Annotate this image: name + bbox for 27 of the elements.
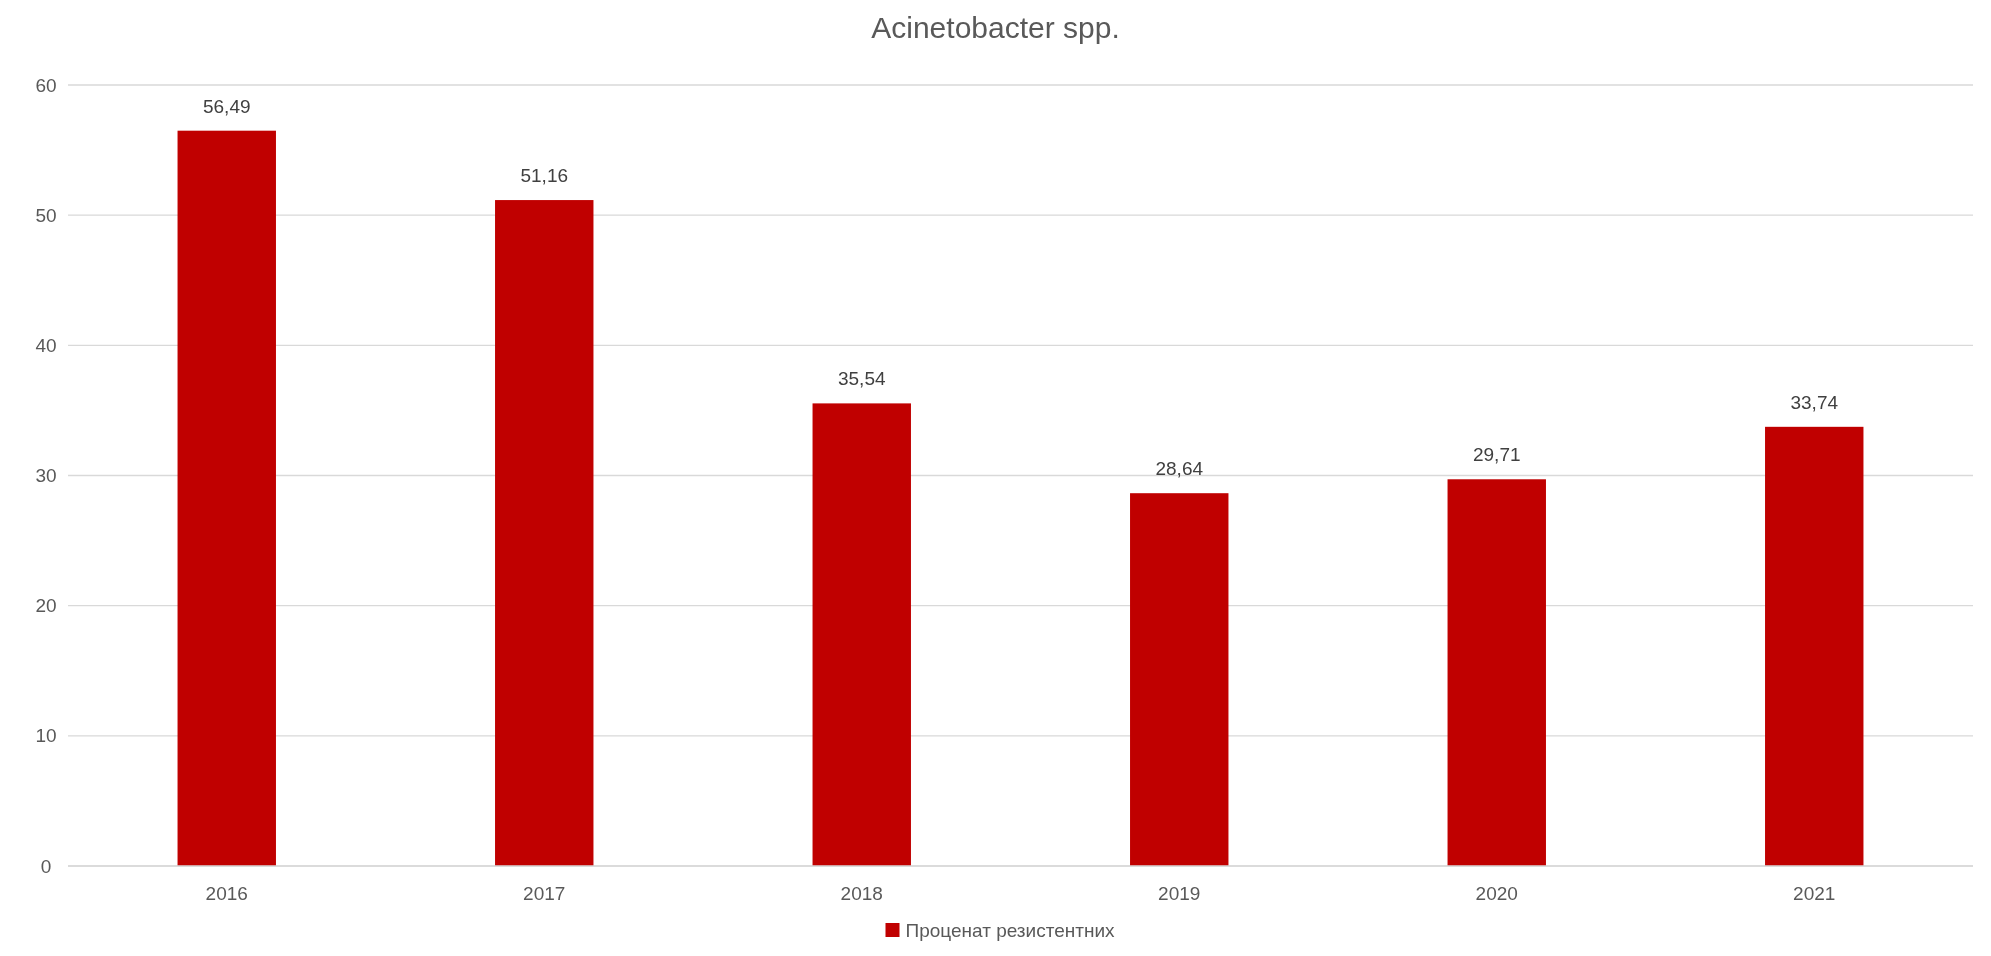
data-label: 28,64 bbox=[1155, 458, 1204, 480]
data-label: 51,16 bbox=[520, 165, 569, 187]
bar bbox=[812, 403, 911, 866]
legend-label: Проценат резистентних bbox=[905, 919, 1116, 941]
bar bbox=[1765, 426, 1864, 866]
x-tick-label: 2021 bbox=[1793, 883, 1836, 904]
bar bbox=[495, 200, 594, 866]
x-tick-label: 2018 bbox=[840, 883, 883, 904]
data-label: 33,74 bbox=[1790, 391, 1839, 413]
y-tick-label: 0 bbox=[40, 855, 52, 877]
chart-title: Acinetobacter spp. bbox=[871, 11, 1120, 44]
y-tick-label: 20 bbox=[35, 595, 57, 617]
data-label: 35,54 bbox=[837, 368, 886, 390]
y-tick-label: 40 bbox=[35, 334, 57, 356]
data-label: 29,71 bbox=[1472, 444, 1521, 466]
x-tick-label: 2019 bbox=[1158, 883, 1201, 904]
data-label: 56,49 bbox=[202, 95, 251, 117]
bar bbox=[177, 130, 276, 866]
x-tick-label: 2020 bbox=[1475, 883, 1518, 904]
y-tick-label: 60 bbox=[35, 74, 57, 96]
x-tick-label: 2016 bbox=[205, 883, 248, 904]
bar bbox=[1130, 493, 1229, 866]
y-tick-label: 30 bbox=[35, 465, 57, 487]
y-tick-label: 50 bbox=[35, 204, 57, 226]
bar bbox=[1447, 479, 1546, 866]
x-tick-label: 2017 bbox=[523, 883, 566, 904]
y-tick-label: 10 bbox=[35, 725, 57, 747]
